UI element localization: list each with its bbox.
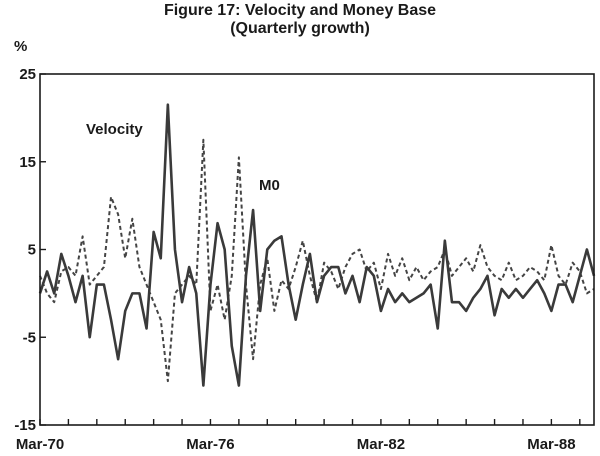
series-line-m0: [39, 138, 595, 383]
x-tick-label: Mar-88: [527, 436, 575, 453]
y-tick-label: 15: [19, 154, 36, 171]
series-line-velocity: [38, 103, 596, 387]
plot-frame: [39, 73, 595, 426]
y-tick-label: -15: [14, 417, 36, 434]
y-tick-label: -5: [23, 329, 36, 346]
x-tick-label: Mar-70: [16, 436, 64, 453]
y-tick-label: 25: [19, 66, 36, 83]
annotation-velocity: Velocity: [86, 121, 143, 138]
chart-title: Figure 17: Velocity and Money Base: [163, 2, 437, 19]
x-tick-label: Mar-82: [357, 436, 405, 453]
annotation-m0: M0: [259, 177, 280, 194]
x-tick-label: Mar-76: [186, 436, 234, 453]
y-axis-unit-label: %: [14, 38, 28, 55]
chart-subtitle: (Quarterly growth): [230, 20, 370, 37]
y-tick-label: 5: [28, 242, 36, 259]
